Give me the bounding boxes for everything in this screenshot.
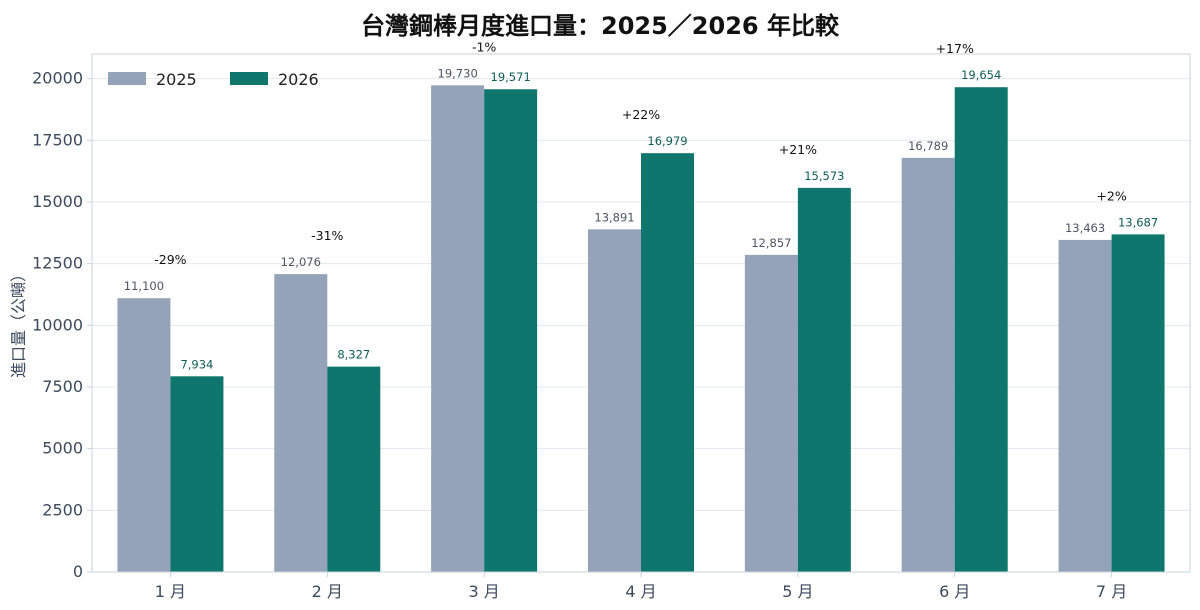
bar-2025: [744, 254, 798, 573]
change-label: +2%: [1096, 188, 1126, 203]
bar-2026: [484, 89, 538, 573]
change-label: +22%: [622, 107, 660, 122]
value-label-2026: 7,934: [180, 357, 213, 371]
x-tick-label: 7 月: [1096, 582, 1127, 601]
value-label-2026: 13,687: [1118, 215, 1158, 229]
legend-swatch-2026: [230, 72, 268, 85]
value-label-2025: 19,730: [438, 66, 478, 80]
change-label: +21%: [779, 142, 817, 157]
legend-label-2025: 2025: [156, 70, 197, 89]
chart-title: 台灣鋼棒月度進口量：2025／2026 年比較: [361, 12, 839, 40]
value-label-2025: 16,789: [908, 139, 948, 153]
bar-2025: [901, 157, 955, 572]
change-label: -1%: [472, 39, 496, 54]
bar-2025: [1058, 239, 1112, 573]
bar-2025: [431, 85, 485, 573]
y-tick-label: 2500: [42, 500, 83, 519]
legend-label-2026: 2026: [278, 70, 319, 89]
x-tick-label: 4 月: [625, 582, 656, 601]
bar-2025: [274, 274, 328, 572]
y-tick-label: 5000: [42, 439, 83, 458]
bar-2026: [1111, 234, 1165, 572]
bar-2025: [117, 298, 171, 572]
bar-2026: [327, 366, 381, 572]
value-label-2026: 16,979: [647, 134, 687, 148]
change-label: -29%: [154, 252, 186, 267]
value-label-2026: 15,573: [804, 169, 844, 183]
legend-swatch-2025: [108, 72, 146, 85]
value-label-2026: 19,571: [491, 70, 531, 84]
bar-2026: [641, 153, 694, 572]
bar-2025: [588, 229, 641, 572]
x-tick-label: 1 月: [155, 582, 186, 601]
y-axis-label: 進口量（公噸）: [9, 266, 28, 378]
y-tick-label: 7500: [42, 377, 83, 396]
bar-2026: [170, 376, 224, 572]
value-label-2025: 12,076: [281, 255, 321, 269]
change-label: -31%: [311, 228, 343, 243]
value-label-2025: 13,891: [594, 210, 634, 224]
y-tick-label: 0: [73, 562, 83, 581]
legend: 2025 2026: [108, 70, 319, 89]
value-label-2025: 12,857: [751, 236, 791, 250]
x-tick-label: 3 月: [469, 582, 500, 601]
bar-2026: [954, 87, 1008, 573]
x-tick-label: 5 月: [782, 582, 813, 601]
axes: 0 2500 5000 7500 10000 12500 15000 17500 20000 1 …: [32, 53, 1191, 601]
value-labels: 11,100 7,934 -29% 12,076 8,327 -31% 19,730 19,5…: [124, 39, 1158, 371]
y-tick-label: 12500: [32, 254, 83, 273]
value-label-2025: 13,463: [1065, 221, 1105, 235]
value-label-2026: 19,654: [961, 68, 1001, 82]
bar-2026: [797, 187, 851, 572]
x-tick-label: 2 月: [312, 582, 343, 601]
y-tick-label: 15000: [32, 192, 83, 211]
change-label: +17%: [936, 41, 974, 56]
value-label-2025: 11,100: [124, 279, 164, 293]
y-tick-label: 20000: [32, 69, 83, 88]
bars: [117, 85, 1165, 573]
y-tick-label: 10000: [32, 315, 83, 334]
x-tick-label: 6 月: [939, 582, 970, 601]
value-label-2026: 8,327: [337, 348, 370, 362]
y-tick-label: 17500: [32, 130, 83, 149]
